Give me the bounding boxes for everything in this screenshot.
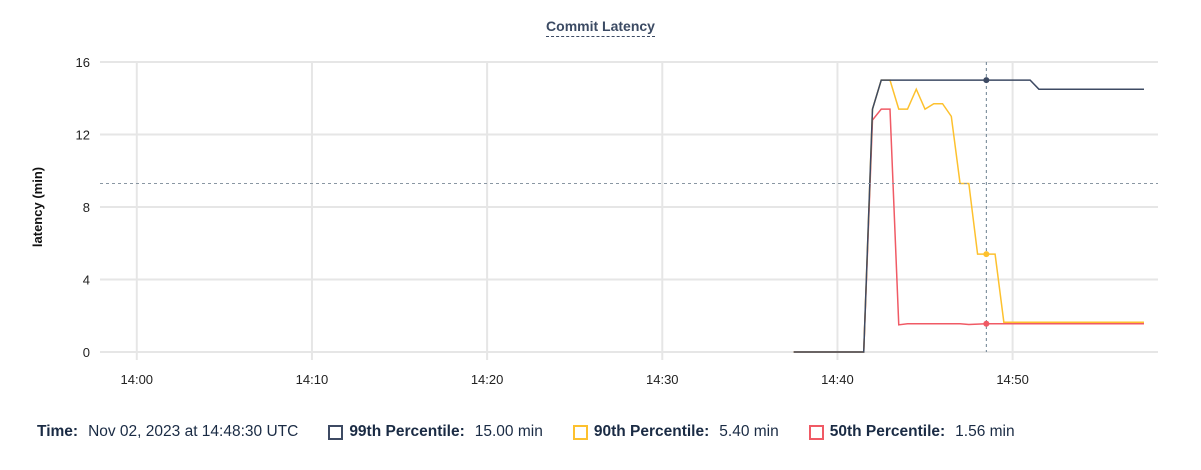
legend-label-50th: 50th Percentile: <box>829 423 946 440</box>
series-line-50th <box>793 108 1144 353</box>
legend-swatch-90th <box>572 424 588 440</box>
legend-item-50th[interactable]: 50th Percentile: 1.56 min <box>808 423 1015 441</box>
legend-swatch-50th <box>808 424 824 440</box>
y-tick-label: 8 <box>83 200 90 215</box>
series-line-99th <box>793 79 1144 353</box>
y-tick-label: 4 <box>83 273 90 288</box>
legend-value-90th: 5.40 min <box>719 423 779 440</box>
x-tick-label: 14:00 <box>121 372 154 387</box>
x-tick-label: 14:40 <box>821 372 854 387</box>
legend-label-90th: 90th Percentile: <box>593 423 710 440</box>
time-value: Nov 02, 2023 at 14:48:30 UTC <box>88 423 299 440</box>
x-tick-label: 14:10 <box>296 372 329 387</box>
hover-point-99th <box>983 77 990 84</box>
time-label: Time: <box>37 423 79 440</box>
y-tick-label: 0 <box>83 345 90 360</box>
chart-title[interactable]: Commit Latency <box>546 18 655 37</box>
hover-point-50th <box>983 320 990 327</box>
series-line-90th <box>793 79 1144 353</box>
x-tick-label: 14:20 <box>471 372 504 387</box>
legend-item-99th[interactable]: 99th Percentile: 15.00 min <box>328 423 543 441</box>
x-tick-label: 14:30 <box>646 372 679 387</box>
legend: Time: Nov 02, 2023 at 14:48:30 UTC 99th … <box>37 423 1015 441</box>
legend-item-90th[interactable]: 90th Percentile: 5.40 min <box>572 423 779 441</box>
latency-chart[interactable]: 0 4 8 12 16 14:00 14:10 14:20 14:30 14:40 14:50 la… <box>0 0 1201 410</box>
y-tick-label: 16 <box>76 55 90 70</box>
legend-label-99th: 99th Percentile: <box>349 423 465 440</box>
hover-point-90th <box>983 251 990 258</box>
y-axis-label: latency (min) <box>30 167 45 247</box>
legend-value-50th: 1.56 min <box>955 423 1015 440</box>
legend-swatch-99th <box>328 424 344 440</box>
x-tick-label: 14:50 <box>996 372 1029 387</box>
y-tick-label: 12 <box>76 128 90 143</box>
legend-value-99th: 15.00 min <box>474 423 543 440</box>
